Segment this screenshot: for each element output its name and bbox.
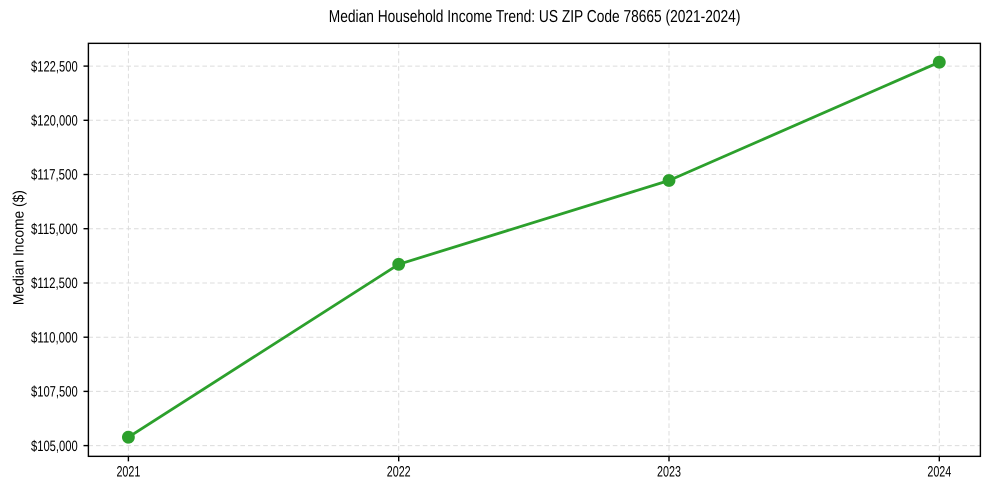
svg-text:$112,500: $112,500 xyxy=(31,275,78,292)
svg-text:2023: 2023 xyxy=(657,464,681,481)
svg-text:2022: 2022 xyxy=(387,464,411,481)
svg-text:$107,500: $107,500 xyxy=(31,384,78,401)
svg-text:$110,000: $110,000 xyxy=(31,329,78,346)
svg-text:$117,500: $117,500 xyxy=(31,167,78,184)
svg-text:$122,500: $122,500 xyxy=(31,58,78,75)
svg-text:Median Income ($): Median Income ($) xyxy=(10,190,27,305)
svg-text:$115,000: $115,000 xyxy=(31,221,78,238)
svg-text:$105,000: $105,000 xyxy=(31,438,78,455)
svg-text:$120,000: $120,000 xyxy=(31,113,78,130)
svg-text:2024: 2024 xyxy=(927,464,951,481)
svg-text:Median Household Income Trend:: Median Household Income Trend: US ZIP Co… xyxy=(329,6,741,26)
svg-text:2021: 2021 xyxy=(116,464,140,481)
